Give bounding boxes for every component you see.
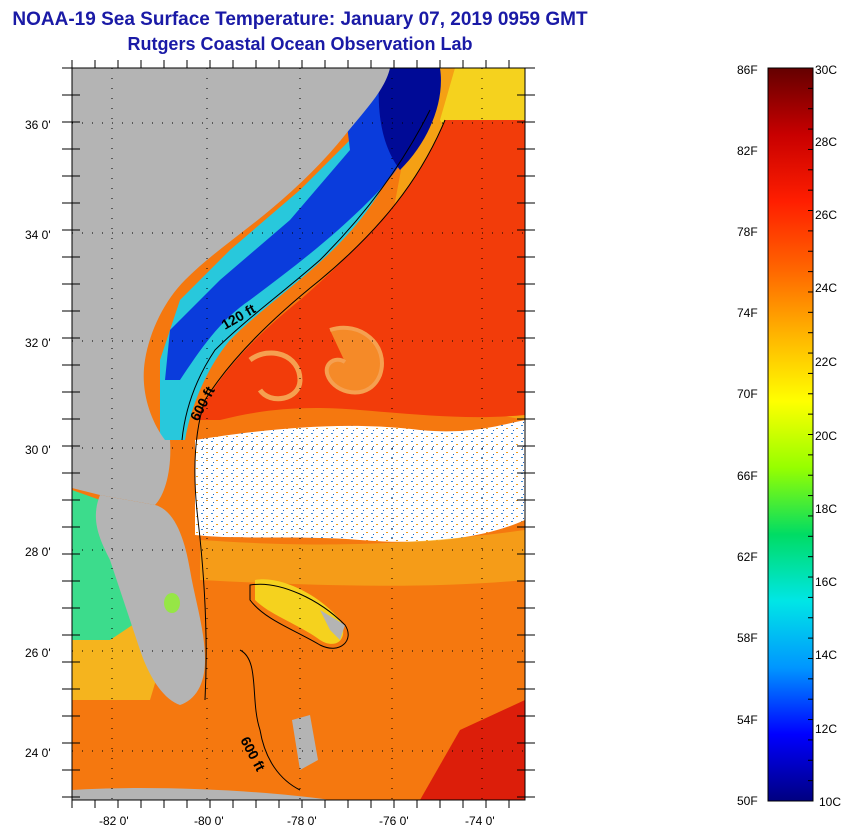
- lon-label-82: -82 0': [99, 814, 129, 828]
- gulf-stream-eddy-2: [248, 350, 303, 402]
- lon-label-78: -78 0': [287, 814, 317, 828]
- f-label-50: 50F: [737, 794, 758, 808]
- lat-label-30: 30 0': [25, 443, 51, 457]
- bahamas-land: [320, 610, 345, 640]
- lake-okeechobee: [164, 593, 180, 613]
- pamlico-very-cold: [378, 68, 441, 170]
- graticule: [62, 60, 535, 808]
- bahamas-bank: [255, 579, 344, 644]
- f-label-62: 62F: [737, 550, 758, 564]
- f-label-58: 58F: [737, 631, 758, 645]
- f-label-86: 86F: [737, 63, 758, 77]
- c-label-22: 22C: [815, 355, 837, 369]
- f-label-74: 74F: [737, 306, 758, 320]
- warm-se-corner: [420, 700, 525, 800]
- lat-label-26: 26 0': [25, 646, 51, 660]
- map-title: NOAA-19 Sea Surface Temperature: January…: [12, 9, 588, 30]
- map-subtitle: Rutgers Coastal Ocean Observation Lab: [127, 34, 473, 54]
- isobath-600ft: [194, 119, 446, 701]
- colorbar-ticks: [808, 67, 813, 802]
- c-label-10: 10C: [819, 795, 841, 809]
- c-label-14: 14C: [815, 648, 837, 662]
- isobath-120ft: [181, 109, 431, 441]
- cloud-band: [195, 420, 525, 542]
- c-label-16: 16C: [815, 575, 837, 589]
- andros-land: [292, 715, 318, 770]
- lat-label-32: 32 0': [25, 336, 51, 350]
- cuba-land: [72, 788, 330, 800]
- us-east-coast-land: [72, 68, 390, 505]
- c-label-28: 28C: [815, 135, 837, 149]
- ocean-mixed-band: [200, 530, 525, 586]
- c-label-20: 20C: [815, 429, 837, 443]
- lat-label-36: 36 0': [25, 118, 51, 132]
- lon-label-80: -80 0': [194, 814, 224, 828]
- f-label-78: 78F: [737, 225, 758, 239]
- f-label-82: 82F: [737, 144, 758, 158]
- gulf-stream-eddy: [324, 325, 384, 395]
- lat-label-34: 34 0': [25, 228, 51, 242]
- florida-peninsula-land: [95, 495, 205, 705]
- lon-label-76: -76 0': [379, 814, 409, 828]
- isobath-bahamas: [249, 583, 349, 649]
- c-label-18: 18C: [815, 502, 837, 516]
- map-frame: [71, 67, 526, 801]
- c-label-30: 30C: [815, 63, 837, 77]
- c-label-24: 24C: [815, 281, 837, 295]
- lat-label-28: 28 0': [25, 545, 51, 559]
- f-label-70: 70F: [737, 387, 758, 401]
- c-label-12: 12C: [815, 722, 837, 736]
- lat-label-24: 24 0': [25, 746, 51, 760]
- c-label-26: 26C: [815, 208, 837, 222]
- colorbar-scale: [767, 67, 814, 802]
- lon-label-74: -74 0': [465, 814, 495, 828]
- coastal-cold-water: [165, 68, 430, 380]
- f-label-66: 66F: [737, 469, 758, 483]
- isobath-600ft-south: [239, 649, 301, 791]
- f-label-54: 54F: [737, 713, 758, 727]
- gulf-coast-cool: [72, 490, 140, 640]
- gulf-stream-core: [195, 120, 525, 420]
